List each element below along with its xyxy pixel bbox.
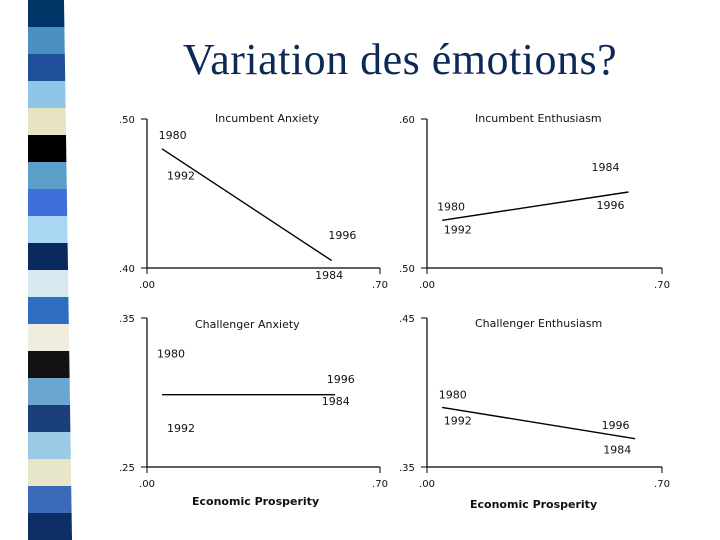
year-label: 1996	[597, 199, 625, 212]
chart-panel: .35 .25 .00 .70 Challenger Anxiety Economic P…	[119, 314, 388, 508]
y-tick-label: .45	[399, 314, 415, 325]
year-label: 1984	[592, 161, 620, 174]
stripe-segment	[28, 81, 66, 108]
panel-title: Incumbent Enthusiasm	[475, 112, 602, 125]
year-label: 1992	[167, 169, 195, 182]
stripe-segment	[28, 270, 69, 297]
x-tick-label: .70	[654, 479, 670, 490]
year-label: 1980	[157, 347, 185, 360]
x-tick-label: .70	[372, 479, 388, 490]
series-line	[441, 191, 629, 221]
stripe-segment	[28, 189, 68, 216]
year-label: 1980	[437, 201, 465, 214]
year-label: 1992	[444, 224, 472, 237]
x-tick-label: .70	[372, 280, 388, 291]
panel-title: Incumbent Anxiety	[215, 112, 320, 125]
stripe-segment	[28, 135, 67, 162]
x-tick-label: .00	[419, 280, 435, 291]
stripe-segment	[28, 243, 68, 270]
year-label: 1984	[603, 444, 631, 457]
series-line	[161, 148, 333, 262]
decorative-stripe	[28, 0, 72, 540]
y-tick-label: .50	[399, 264, 415, 275]
x-axis-label: Economic Prosperity	[470, 498, 597, 511]
x-tick-label: .00	[139, 479, 155, 490]
year-label: 1992	[444, 415, 472, 428]
stripe-segment	[28, 324, 70, 351]
series-line	[441, 406, 636, 440]
stripe-segment	[28, 27, 65, 54]
stripe-segment	[28, 432, 71, 459]
y-tick-label: .35	[399, 463, 415, 474]
y-tick-label: .40	[119, 264, 135, 275]
y-tick-label: .25	[119, 463, 135, 474]
year-label: 1980	[159, 129, 187, 142]
x-tick-label: .70	[654, 280, 670, 291]
stripe-segment	[28, 513, 72, 540]
panel-title: Challenger Enthusiasm	[475, 317, 602, 330]
x-tick-label: .00	[419, 479, 435, 490]
panel-title: Challenger Anxiety	[195, 318, 300, 331]
y-tick-label: .35	[119, 314, 135, 325]
stripe-segment	[28, 162, 67, 189]
year-label: 1992	[167, 422, 195, 435]
stripe-segment	[28, 108, 66, 135]
stripe-segment	[28, 405, 71, 432]
year-label: 1980	[439, 388, 467, 401]
stripe-segment	[28, 486, 72, 513]
stripe-segment	[28, 351, 70, 378]
x-axis-label: Economic Prosperity	[192, 495, 319, 508]
slide-title: Variation des émotions?	[182, 35, 618, 84]
chart-panel: .60 .50 .00 .70 Incumbent Enthusiasm 1984 1996…	[399, 112, 670, 291]
stripe-segment	[28, 297, 69, 324]
year-label: 1984	[315, 269, 343, 282]
year-label: 1996	[327, 373, 355, 386]
chart-panel: .50 .40 .00 .70 Incumbent Anxiety 1980 1992 199…	[119, 112, 388, 291]
year-label: 1996	[602, 419, 630, 432]
x-tick-label: .00	[139, 280, 155, 291]
year-label: 1984	[322, 395, 350, 408]
y-tick-label: .60	[399, 115, 415, 126]
y-tick-label: .50	[119, 115, 135, 126]
stripe-segment	[28, 54, 66, 81]
stripe-segment	[28, 0, 65, 27]
chart-panel: .45 .35 .00 .70 Challenger Enthusiasm Economi…	[399, 314, 670, 511]
year-label: 1996	[328, 229, 356, 242]
stripe-segment	[28, 216, 68, 243]
stripe-segment	[28, 459, 72, 486]
stripe-segment	[28, 378, 70, 405]
